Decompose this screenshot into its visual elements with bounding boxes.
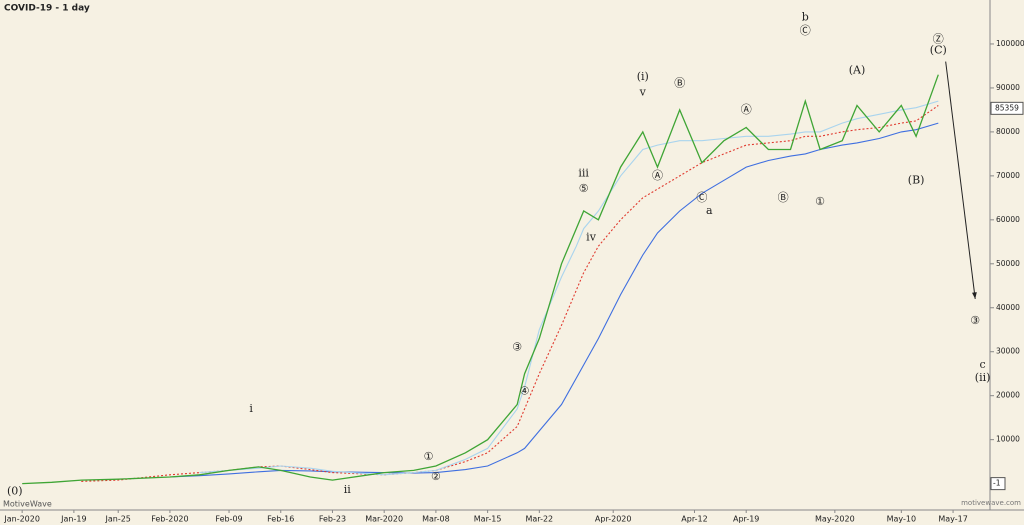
wave-label: ⑤ (579, 182, 589, 195)
x-tick-label: Feb-09 (215, 515, 242, 524)
wave-label: ① (424, 450, 434, 463)
wave-label: c (980, 358, 986, 371)
wave-label: Ⓑ (674, 77, 685, 90)
wave-label: (0) (7, 485, 23, 498)
y-tick-label: 100000 (996, 39, 1024, 48)
x-tick-label: Mar-08 (422, 515, 450, 524)
chart-title: COVID-19 - 1 day (4, 4, 90, 14)
wave-label: Ⓐ (741, 103, 752, 116)
wave-label: ii (344, 483, 352, 496)
wave-label: (i) (637, 70, 649, 83)
y-tick-label: 30000 (996, 347, 1020, 356)
wave-label: ③ (970, 314, 980, 327)
wave-label: b (802, 11, 809, 24)
wave-label: v (639, 85, 647, 98)
wave-label: (B) (908, 173, 925, 186)
wave-label: ③ (512, 340, 522, 353)
wave-label: ① (815, 195, 825, 208)
wave-label: ② (431, 470, 441, 483)
y-tick-label: 20000 (996, 391, 1020, 400)
wave-label: (C) (930, 44, 947, 57)
x-tick-label: Mar-2020 (365, 515, 403, 524)
x-tick-label: Apr-12 (681, 515, 707, 524)
y-tick-label: 80000 (996, 127, 1020, 136)
x-tick-label: Feb-2020 (151, 515, 188, 524)
marker-box (990, 477, 1006, 491)
wave-label: a (706, 204, 713, 217)
x-tick-label: Mar-22 (526, 515, 554, 524)
x-tick-label: Jan-2020 (3, 515, 40, 524)
y-tick-label: 40000 (996, 303, 1020, 312)
series-line (22, 74, 939, 485)
brand: MotiveWave (3, 500, 52, 509)
y-tick-label: 10000 (996, 435, 1020, 444)
wave-label: iii (578, 167, 589, 180)
arrow-head (972, 292, 977, 299)
wave-label: (A) (849, 63, 866, 76)
last-value-label: 85359 (995, 103, 1019, 112)
x-tick-label: Feb-16 (267, 515, 294, 524)
wave-label: ④ (520, 384, 530, 397)
y-tick-label: 70000 (996, 171, 1020, 180)
y-tick-label: 90000 (996, 83, 1020, 92)
x-tick-label: Jan-25 (105, 515, 131, 524)
x-tick-label: Feb-23 (319, 515, 346, 524)
wave-label: Ⓩ (933, 33, 944, 46)
wave-label: i (249, 402, 253, 415)
y-tick-label: 60000 (996, 215, 1020, 224)
series-line (199, 100, 939, 476)
wave-label: Ⓒ (800, 24, 811, 37)
x-tick-label: Apr-2020 (595, 515, 632, 524)
last-value-box (990, 101, 1024, 115)
wave-label: Ⓑ (778, 191, 789, 204)
plot-area (0, 0, 990, 510)
x-tick-label: May-10 (887, 515, 916, 524)
wave-label: Ⓒ (696, 191, 707, 204)
projection-arrow (945, 61, 976, 300)
x-tick-label: Jan-19 (60, 515, 86, 524)
x-tick-label: Mar-15 (474, 515, 502, 524)
wave-label: iv (586, 230, 597, 243)
watermark: motivewave.com (961, 499, 1021, 507)
x-tick-label: May-17 (938, 515, 967, 524)
x-tick-label: May-2020 (815, 515, 855, 524)
y-tick-label: 50000 (996, 259, 1020, 268)
marker-label: -1 (993, 479, 1001, 488)
x-tick-label: Apr-19 (733, 515, 759, 524)
wave-label: (ii) (975, 371, 991, 384)
wave-label: Ⓐ (652, 169, 663, 182)
